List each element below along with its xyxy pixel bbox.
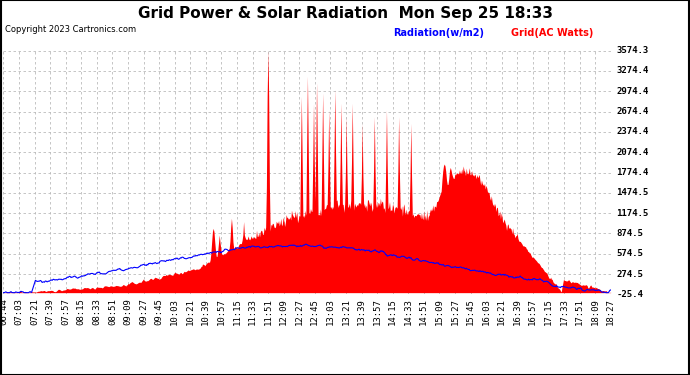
Text: 11:15: 11:15 [233, 298, 241, 325]
Text: Copyright 2023 Cartronics.com: Copyright 2023 Cartronics.com [5, 25, 136, 34]
Text: 13:03: 13:03 [326, 298, 335, 325]
Text: 1474.5: 1474.5 [616, 188, 649, 197]
Text: 14:33: 14:33 [404, 298, 413, 325]
Text: 08:15: 08:15 [77, 298, 86, 325]
Text: 09:09: 09:09 [124, 298, 132, 325]
Text: 10:57: 10:57 [217, 298, 226, 325]
Text: 09:27: 09:27 [139, 298, 148, 325]
Text: 12:27: 12:27 [295, 298, 304, 325]
Text: 574.5: 574.5 [616, 249, 643, 258]
Text: 1174.5: 1174.5 [616, 209, 649, 218]
Text: 13:21: 13:21 [342, 298, 351, 325]
Text: 14:15: 14:15 [388, 298, 397, 325]
Text: 3574.3: 3574.3 [616, 46, 649, 55]
Text: 15:45: 15:45 [466, 298, 475, 325]
Text: 14:51: 14:51 [420, 298, 428, 325]
Text: 07:39: 07:39 [46, 298, 55, 325]
Text: 2974.4: 2974.4 [616, 87, 649, 96]
Text: 274.5: 274.5 [616, 270, 643, 279]
Text: Grid Power & Solar Radiation  Mon Sep 25 18:33: Grid Power & Solar Radiation Mon Sep 25 … [137, 6, 553, 21]
Text: 09:45: 09:45 [155, 298, 164, 325]
Text: 16:57: 16:57 [529, 298, 538, 325]
Text: 10:21: 10:21 [186, 298, 195, 325]
Text: 15:09: 15:09 [435, 298, 444, 325]
Text: 16:03: 16:03 [482, 298, 491, 325]
Text: 12:45: 12:45 [310, 298, 319, 325]
Text: 11:33: 11:33 [248, 298, 257, 325]
Text: -25.4: -25.4 [616, 290, 643, 299]
Text: 874.5: 874.5 [616, 229, 643, 238]
Text: 08:51: 08:51 [108, 298, 117, 325]
Text: 11:51: 11:51 [264, 298, 273, 325]
Text: 2074.4: 2074.4 [616, 148, 649, 157]
Text: 13:57: 13:57 [373, 298, 382, 325]
Text: 12:09: 12:09 [279, 298, 288, 325]
Text: 07:57: 07:57 [61, 298, 70, 325]
Text: 17:33: 17:33 [560, 298, 569, 325]
Text: 18:09: 18:09 [591, 298, 600, 325]
Text: 06:44: 06:44 [0, 298, 8, 325]
Text: 2374.4: 2374.4 [616, 128, 649, 136]
Text: 3274.4: 3274.4 [616, 66, 649, 75]
Text: 2674.4: 2674.4 [616, 107, 649, 116]
Text: 1774.4: 1774.4 [616, 168, 649, 177]
Text: 07:21: 07:21 [30, 298, 39, 325]
Text: 10:03: 10:03 [170, 298, 179, 325]
Text: 10:39: 10:39 [201, 298, 210, 325]
Text: 17:15: 17:15 [544, 298, 553, 325]
Text: 18:27: 18:27 [606, 298, 615, 325]
Text: Grid(AC Watts): Grid(AC Watts) [511, 27, 593, 38]
Text: 08:33: 08:33 [92, 298, 101, 325]
Text: 13:39: 13:39 [357, 298, 366, 325]
Text: 15:27: 15:27 [451, 298, 460, 325]
Text: 07:03: 07:03 [14, 298, 23, 325]
Text: 16:39: 16:39 [513, 298, 522, 325]
Text: 17:51: 17:51 [575, 298, 584, 325]
Text: 16:21: 16:21 [497, 298, 506, 325]
Text: Radiation(w/m2): Radiation(w/m2) [393, 27, 484, 38]
